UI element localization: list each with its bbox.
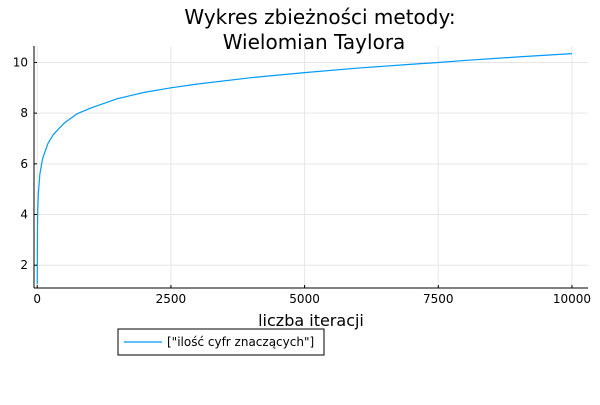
x-tick-label: 7500 bbox=[423, 292, 454, 306]
x-tick-label: 0 bbox=[33, 292, 41, 306]
y-axis-ticks: 2 4 6 8 10 bbox=[13, 55, 37, 272]
y-tick-label: 10 bbox=[13, 55, 28, 69]
x-tick-label: 5000 bbox=[289, 292, 320, 306]
chart-title-line1: Wykres zbieżności metody: bbox=[184, 5, 455, 29]
y-tick-label: 6 bbox=[20, 157, 28, 171]
chart-title-line2: Wielomian Taylora bbox=[223, 30, 406, 54]
legend: ["ilość cyfr znaczących"] bbox=[117, 328, 325, 356]
x-tick-label: 2500 bbox=[156, 292, 187, 306]
y-tick-label: 8 bbox=[20, 106, 28, 120]
x-tick-label: 10000 bbox=[553, 292, 591, 306]
y-tick-label: 4 bbox=[20, 208, 28, 222]
legend-label: ["ilość cyfr znaczących"] bbox=[167, 335, 314, 349]
series-layer bbox=[36, 53, 572, 285]
x-axis-ticks: 0 2500 5000 7500 10000 bbox=[33, 285, 591, 306]
series-line bbox=[36, 53, 572, 285]
y-tick-label: 2 bbox=[20, 258, 28, 272]
grid bbox=[34, 46, 588, 288]
x-axis-label: liczba iteracji bbox=[258, 311, 364, 330]
